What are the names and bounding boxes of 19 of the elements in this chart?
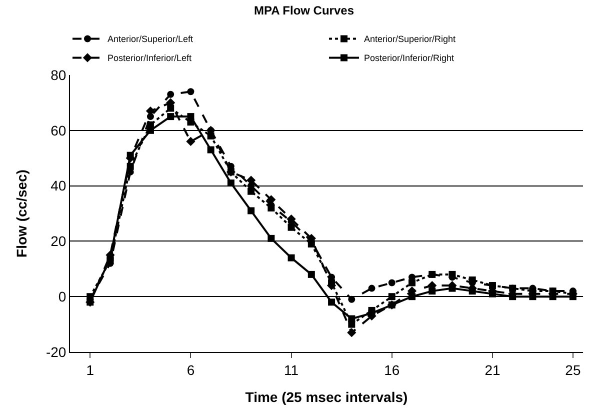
x-tick-label: 1 [86,362,94,378]
legend-label: Anterior/Superior/Left [108,34,194,44]
y-tick-label: -20 [46,344,66,360]
y-axis-title: Flow (cc/sec) [14,170,30,258]
legend-label: Posterior/Inferior/Right [364,53,455,64]
x-tick-label: 6 [186,362,195,378]
chart-title: MPA Flow Curves [254,4,354,18]
x-tick-label: 25 [565,362,581,378]
y-tick-label: 80 [50,66,66,83]
y-tick-label: 20 [50,233,66,250]
legend-label: Posterior/Inferior/Left [108,53,192,64]
x-tick-label: 16 [384,362,400,378]
y-tick-label: 40 [50,178,66,194]
legend-label: Anterior/Superior/Right [364,34,456,44]
y-tick-label: 0 [58,288,66,304]
x-tick-label: 11 [284,362,299,378]
y-tick-label: 60 [50,122,66,138]
x-axis-title: Time (25 msec intervals) [245,389,408,406]
x-tick-label: 21 [484,362,500,378]
